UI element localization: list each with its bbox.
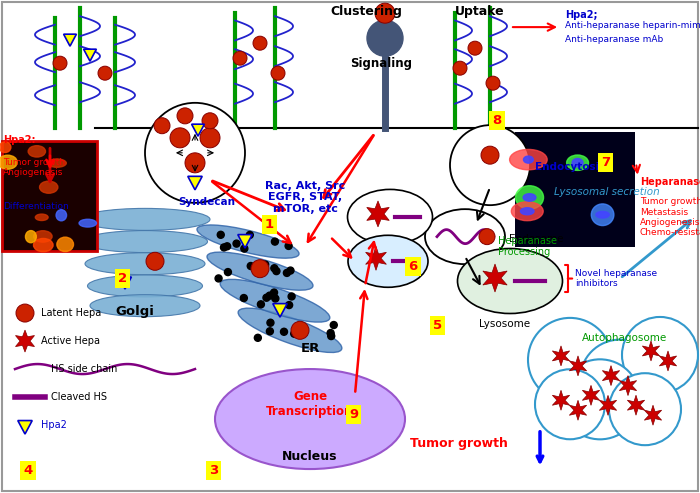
Circle shape: [288, 293, 295, 300]
Text: Signaling: Signaling: [350, 57, 412, 70]
Circle shape: [285, 243, 292, 249]
Ellipse shape: [56, 210, 66, 221]
Ellipse shape: [28, 145, 46, 157]
Polygon shape: [64, 34, 76, 46]
Polygon shape: [15, 330, 34, 352]
Circle shape: [327, 329, 334, 337]
Polygon shape: [18, 421, 32, 434]
Circle shape: [253, 36, 267, 50]
Ellipse shape: [524, 156, 533, 163]
Polygon shape: [552, 346, 570, 366]
Circle shape: [535, 369, 605, 439]
Circle shape: [154, 118, 170, 134]
Ellipse shape: [510, 149, 547, 170]
Ellipse shape: [592, 204, 614, 226]
Polygon shape: [582, 386, 600, 405]
Text: ER: ER: [300, 342, 320, 355]
Text: 7: 7: [601, 156, 610, 169]
Text: Tumor growth: Tumor growth: [410, 437, 508, 450]
Circle shape: [241, 245, 248, 252]
Text: Heparanase
Processing: Heparanase Processing: [498, 236, 557, 257]
Text: Endosome: Endosome: [509, 234, 564, 244]
Ellipse shape: [0, 155, 18, 169]
Ellipse shape: [25, 231, 36, 243]
Circle shape: [328, 333, 335, 340]
Polygon shape: [643, 341, 659, 361]
Circle shape: [375, 3, 395, 23]
Circle shape: [251, 260, 269, 278]
Circle shape: [247, 262, 254, 270]
Ellipse shape: [35, 214, 48, 220]
Circle shape: [291, 321, 309, 339]
Circle shape: [262, 261, 269, 268]
Circle shape: [146, 252, 164, 270]
Text: Tumor growth
Angiogenesis: Tumor growth Angiogenesis: [3, 158, 65, 177]
Circle shape: [622, 317, 698, 393]
Ellipse shape: [348, 235, 428, 287]
Ellipse shape: [425, 209, 505, 264]
Text: Gene
Transcription: Gene Transcription: [266, 390, 354, 418]
Circle shape: [233, 240, 240, 247]
Polygon shape: [238, 235, 252, 248]
Ellipse shape: [85, 253, 205, 275]
Circle shape: [468, 41, 482, 55]
Ellipse shape: [523, 194, 536, 201]
Circle shape: [609, 373, 681, 445]
Ellipse shape: [572, 158, 583, 167]
Circle shape: [270, 289, 277, 296]
Ellipse shape: [215, 369, 405, 469]
Circle shape: [240, 294, 247, 302]
Circle shape: [281, 328, 288, 335]
Text: Rac, Akt, Src
EGFR, STAT,
mTOR, etc: Rac, Akt, Src EGFR, STAT, mTOR, etc: [265, 180, 345, 214]
Polygon shape: [627, 395, 645, 415]
Ellipse shape: [515, 186, 543, 209]
Circle shape: [215, 275, 222, 282]
Polygon shape: [599, 395, 617, 415]
Circle shape: [170, 128, 190, 148]
Polygon shape: [602, 366, 620, 386]
Text: Anti-heparanase mAb: Anti-heparanase mAb: [565, 35, 664, 44]
Text: Differentiation: Differentiation: [3, 202, 69, 211]
Circle shape: [145, 103, 245, 203]
Circle shape: [217, 231, 224, 238]
Circle shape: [580, 340, 660, 420]
Polygon shape: [367, 201, 389, 227]
Text: Golgi: Golgi: [116, 305, 155, 318]
Ellipse shape: [566, 155, 589, 171]
FancyBboxPatch shape: [515, 132, 635, 246]
Text: 2: 2: [118, 272, 127, 285]
Text: 6: 6: [408, 260, 418, 273]
Circle shape: [290, 330, 298, 337]
Ellipse shape: [80, 209, 210, 230]
Ellipse shape: [0, 142, 11, 152]
Text: Uptake: Uptake: [455, 5, 505, 18]
Text: Syndecan: Syndecan: [178, 197, 235, 207]
Ellipse shape: [40, 181, 58, 193]
Circle shape: [330, 321, 337, 328]
Polygon shape: [552, 390, 570, 410]
Circle shape: [223, 243, 230, 250]
Circle shape: [287, 267, 294, 274]
Circle shape: [486, 76, 500, 90]
Circle shape: [254, 334, 261, 341]
Text: Nucleus: Nucleus: [282, 450, 337, 462]
Circle shape: [200, 128, 220, 148]
Circle shape: [450, 125, 530, 205]
Circle shape: [266, 292, 273, 299]
Text: 8: 8: [492, 114, 502, 127]
Polygon shape: [273, 304, 287, 317]
Circle shape: [453, 61, 467, 75]
Circle shape: [481, 146, 499, 164]
Text: 1: 1: [265, 218, 274, 231]
Polygon shape: [365, 246, 386, 270]
Circle shape: [233, 51, 247, 65]
Text: Lysosomal secretion: Lysosomal secretion: [554, 187, 660, 197]
Text: Autophagosome: Autophagosome: [582, 333, 668, 343]
Text: Endocytosis: Endocytosis: [535, 162, 606, 172]
Circle shape: [267, 328, 274, 335]
Text: Anti-heparanase heparin-mimetic/: Anti-heparanase heparin-mimetic/: [565, 21, 700, 30]
Circle shape: [367, 20, 403, 56]
Polygon shape: [620, 376, 637, 395]
Ellipse shape: [48, 159, 66, 167]
